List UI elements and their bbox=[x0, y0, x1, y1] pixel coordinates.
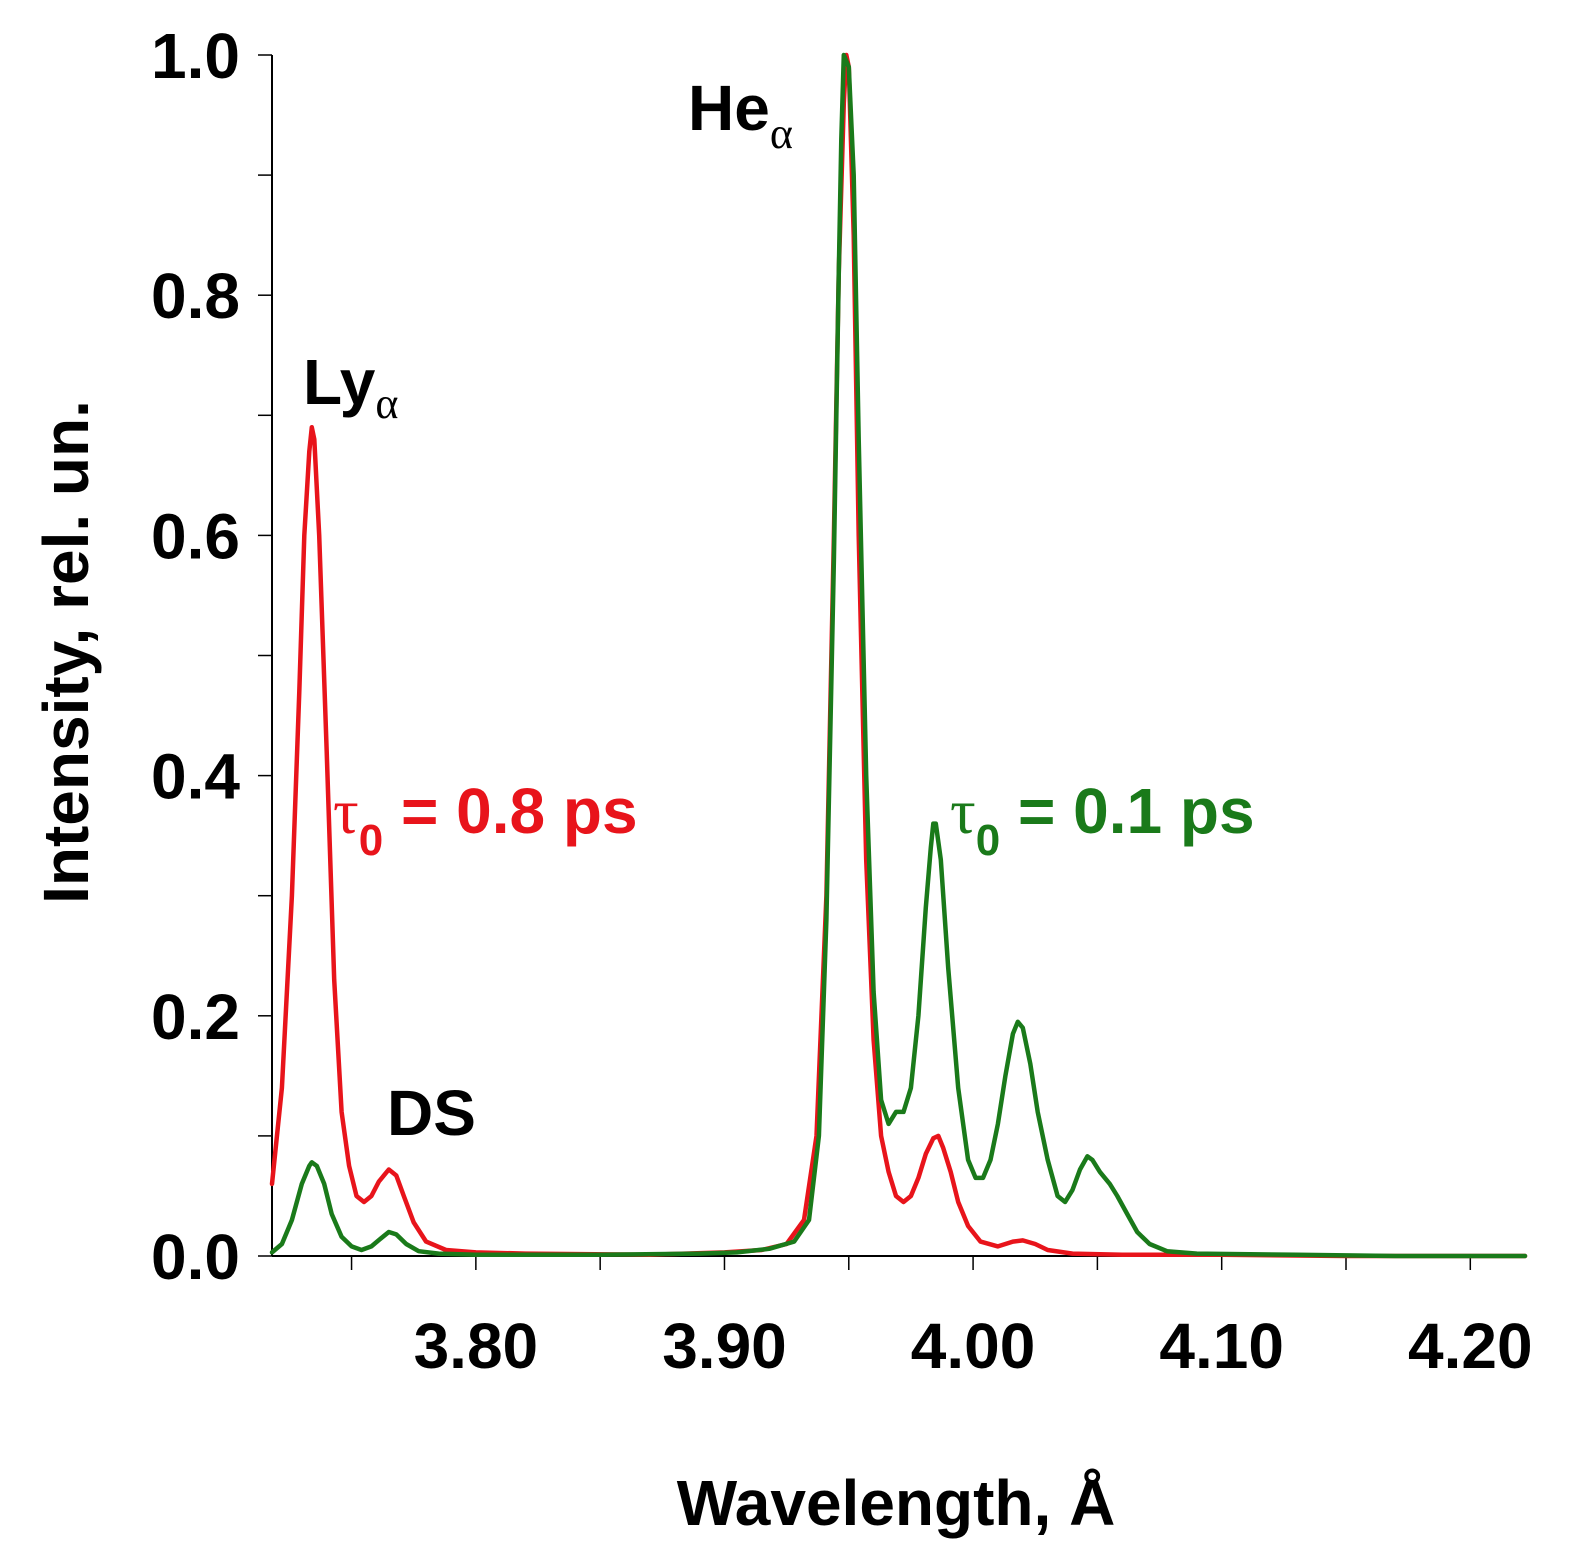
series-layer bbox=[269, 52, 1528, 1259]
ticks bbox=[258, 54, 1472, 1270]
series-line-tau-0-8ps bbox=[269, 52, 1528, 1259]
y-tick-label: 1.0 bbox=[151, 20, 240, 92]
x-tick-label: 3.80 bbox=[414, 1310, 539, 1382]
annotation-he-alpha-sub: α bbox=[770, 109, 793, 158]
series-line-tau-0-1ps bbox=[269, 52, 1528, 1259]
annotation-ds: DS bbox=[387, 1077, 476, 1149]
y-tick-label: 0.2 bbox=[151, 981, 240, 1053]
annotation-tau-0-8ps-text: = 0.8 ps bbox=[383, 775, 637, 847]
annotation-tau-0-1ps-text: = 0.1 ps bbox=[1000, 775, 1254, 847]
x-tick-label: 3.90 bbox=[662, 1310, 787, 1382]
annotation-tau-0-8ps-greek: τ bbox=[333, 776, 359, 847]
y-tick-label: 0.6 bbox=[151, 500, 240, 572]
axes bbox=[271, 55, 1525, 1257]
x-tick-label: 4.10 bbox=[1159, 1310, 1284, 1382]
y-axis-title: Intensity, rel. un. bbox=[30, 400, 102, 904]
y-tick-label: 0.4 bbox=[151, 741, 240, 813]
x-tick-label: 4.20 bbox=[1408, 1310, 1533, 1382]
annotation-ly-alpha-sub: α bbox=[375, 379, 398, 428]
y-tick-label: 0.0 bbox=[151, 1221, 240, 1293]
annotation-tau-0-8ps-sub: 0 bbox=[359, 816, 383, 865]
annotation-tau-0-1ps: τ0 = 0.1 ps bbox=[950, 775, 1255, 865]
tick-labels: 3.80 3.90 4.00 4.10 4.20 0.0 0.2 0.4 0.6 0.8 1.0 bbox=[151, 20, 1533, 1382]
annotation-tau-0-1ps-sub: 0 bbox=[976, 816, 1000, 865]
annotation-tau-0-8ps: τ0 = 0.8 ps bbox=[333, 775, 638, 865]
annotation-tau-0-1ps-greek: τ bbox=[950, 776, 976, 847]
annotation-he-alpha: Heα bbox=[688, 72, 793, 158]
annotation-ly-alpha-base: Ly bbox=[303, 346, 376, 418]
y-tick-label: 0.8 bbox=[151, 260, 240, 332]
annotation-ly-alpha: Lyα bbox=[303, 346, 398, 428]
x-tick-label: 4.00 bbox=[911, 1310, 1036, 1382]
annotation-he-alpha-base: He bbox=[688, 72, 770, 144]
x-axis-title: Wavelength, Å bbox=[677, 1467, 1116, 1539]
